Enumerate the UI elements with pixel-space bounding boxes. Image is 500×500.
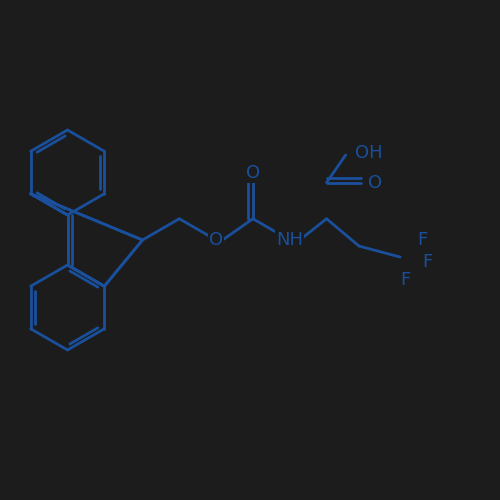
Text: F: F [400,270,410,288]
Text: OH: OH [354,144,382,162]
Text: F: F [418,230,428,248]
Text: NH: NH [276,231,303,249]
Text: O: O [209,231,223,249]
Text: O: O [368,174,382,192]
Text: F: F [422,253,433,271]
Text: O: O [246,164,260,182]
